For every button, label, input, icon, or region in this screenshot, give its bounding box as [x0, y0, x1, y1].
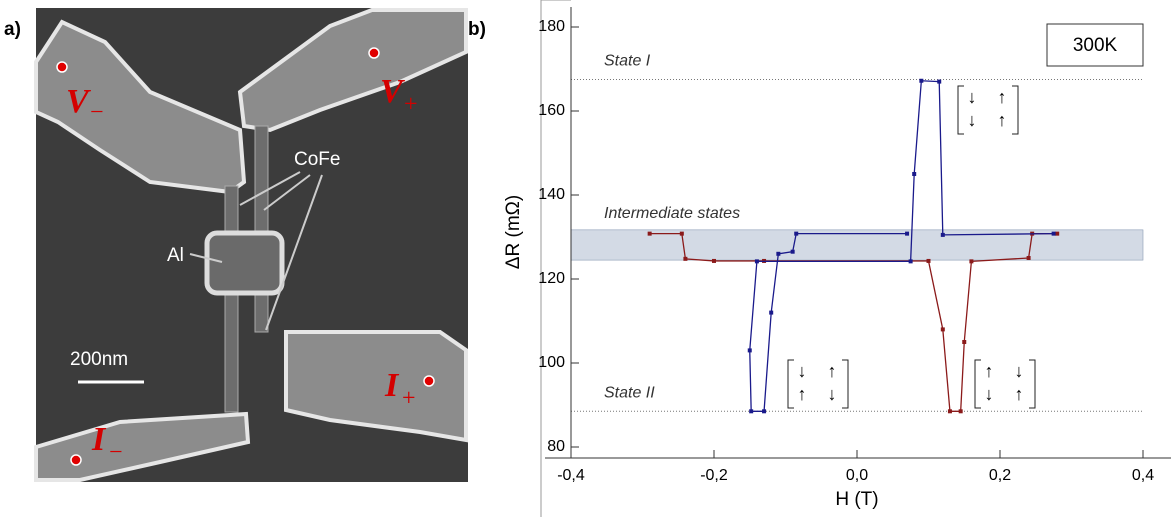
point: [912, 172, 917, 176]
scale-bar-label: 200nm: [70, 349, 128, 370]
point: [926, 258, 931, 263]
spin-arrow: ↑: [998, 87, 1007, 107]
contact-dots: [56, 47, 435, 466]
spin-arrow: ↓: [828, 384, 837, 404]
point: [940, 232, 945, 237]
plot: Intermediate states State I State II 80 100 1…: [538, 7, 1171, 484]
cofe-wire: [224, 185, 239, 413]
intermediate-band: [570, 229, 1144, 261]
point: [905, 231, 910, 236]
point: [747, 348, 752, 353]
spin-arrow: ↓: [798, 361, 807, 381]
point: [1026, 256, 1031, 260]
y-tick-label: 80: [547, 438, 565, 455]
box-label: 300K: [1073, 35, 1118, 56]
bracket: [787, 359, 849, 409]
point: [749, 409, 754, 414]
contact-letter: I: [384, 367, 400, 404]
al-pad: [204, 230, 285, 296]
label-box: [1046, 23, 1144, 67]
x-axis-label: H (T): [835, 489, 878, 510]
point: [712, 258, 716, 263]
material-label: Al: [167, 245, 184, 266]
pointers: [189, 171, 323, 331]
y-tick-label: 180: [538, 18, 565, 35]
point: [937, 79, 942, 84]
spin-arrow: ↓: [968, 87, 977, 107]
point: [762, 409, 767, 414]
point: [962, 340, 967, 344]
point: [683, 256, 688, 261]
contact-sub: +: [402, 386, 416, 412]
point: [790, 249, 795, 254]
spin-arrow: ↓: [968, 110, 977, 130]
point: [769, 310, 774, 315]
point: [1051, 231, 1056, 236]
contact-letter: I: [91, 421, 107, 458]
y-axis-label: ΔR (mΩ): [503, 195, 524, 269]
spin-arrow: ↑: [1015, 384, 1024, 404]
spin-arrow: ↑: [828, 361, 837, 381]
point: [947, 409, 952, 414]
electrode: [34, 411, 251, 482]
x-tick-label: 0,2: [989, 467, 1011, 484]
point: [679, 231, 684, 236]
y-tick-label: 160: [538, 102, 565, 119]
panel-label: b): [468, 19, 486, 40]
bracket: [974, 359, 1036, 409]
series-line: [649, 232, 1058, 412]
point: [754, 259, 759, 264]
contact-sub: +: [404, 92, 418, 118]
cofe-wire: [254, 125, 269, 333]
x-tick-label: -0,4: [557, 467, 585, 484]
x-tick-label: -0,2: [700, 467, 728, 484]
spin-arrow: ↓: [985, 384, 994, 404]
point: [969, 259, 974, 264]
point: [958, 409, 963, 414]
point: [919, 78, 924, 83]
point: [776, 251, 781, 256]
contact-letter: V: [66, 83, 91, 120]
contact-sub: −: [90, 100, 104, 126]
material-label: CoFe: [294, 149, 340, 170]
x-tick-label: 0,0: [846, 467, 868, 484]
spin-arrow: ↑: [998, 110, 1007, 130]
state-label: State II: [604, 385, 655, 402]
point: [794, 231, 799, 236]
bracket: [957, 85, 1019, 135]
point: [940, 327, 945, 332]
band-label: Intermediate states: [604, 205, 740, 222]
y-tick-label: 100: [538, 354, 565, 371]
y-tick-label: 120: [538, 270, 565, 287]
contact-sub: −: [109, 440, 123, 466]
state-label: State I: [604, 53, 651, 70]
contact-letter: V: [380, 73, 405, 110]
electrode: [284, 330, 468, 443]
spin-arrow: ↓: [1015, 361, 1024, 381]
point: [1055, 231, 1060, 236]
y-tick-label: 140: [538, 186, 565, 203]
spin-arrow: ↑: [985, 361, 994, 381]
x-tick-label: 0,4: [1132, 467, 1154, 484]
frame: [540, 0, 571, 517]
point: [908, 259, 913, 264]
point: [647, 231, 652, 236]
spin-arrow: ↑: [798, 384, 807, 404]
panel-label: a): [4, 19, 21, 40]
